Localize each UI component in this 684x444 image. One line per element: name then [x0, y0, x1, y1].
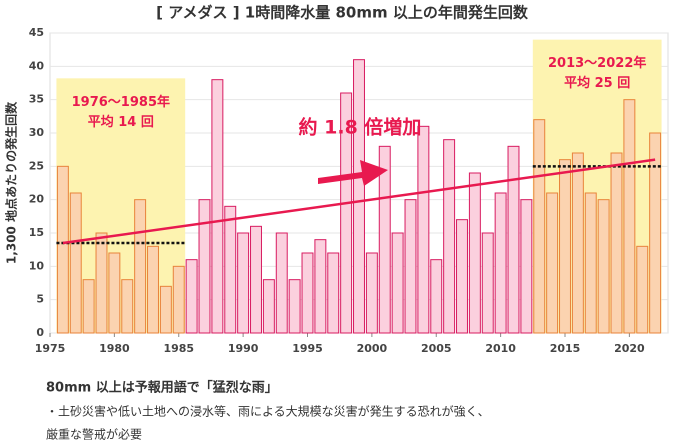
y-axis-label: 1,300 地点あたりの発生回数 — [4, 101, 19, 264]
bar — [82, 279, 95, 334]
arrow — [318, 160, 388, 186]
bar — [533, 119, 546, 334]
bar — [571, 152, 584, 334]
y-tick-label: 10 — [29, 259, 45, 272]
y-tick-label: 25 — [29, 159, 44, 172]
bar — [198, 199, 211, 334]
bar — [69, 192, 82, 334]
bar — [224, 205, 237, 334]
bar — [185, 259, 198, 334]
bar — [211, 79, 224, 334]
y-tick-label: 20 — [29, 193, 45, 206]
x-tick-label: 1990 — [228, 342, 259, 355]
bar — [275, 232, 288, 334]
x-tick-label: 1995 — [292, 342, 323, 355]
bar — [610, 152, 623, 334]
bar — [56, 165, 69, 334]
bar — [430, 259, 443, 334]
bar — [636, 245, 649, 334]
bar — [288, 279, 301, 334]
y-tick-label: 40 — [29, 59, 45, 72]
y-tick-label: 5 — [36, 293, 44, 306]
x-tick-label: 2020 — [614, 342, 645, 355]
x-tick-label: 2000 — [357, 342, 388, 355]
bar — [121, 279, 134, 334]
bar — [417, 125, 430, 334]
bar — [559, 159, 571, 334]
x-tick-label: 1985 — [163, 342, 194, 355]
note: 80mm 以上は予報用語で「猛烈な雨」 — [46, 380, 278, 396]
annotation: 約 1.8 倍増加 — [299, 116, 422, 139]
x-tick-label: 2015 — [550, 342, 581, 355]
x-tick-label: 2005 — [421, 342, 452, 355]
region-label: 1976〜1985年 — [72, 94, 170, 110]
bar — [597, 199, 610, 334]
bar — [365, 252, 378, 334]
bar — [172, 265, 185, 334]
bar — [250, 225, 262, 334]
bar — [520, 199, 533, 334]
bar — [147, 245, 159, 334]
bar — [353, 59, 365, 334]
region-label: 2013〜2022年 — [548, 55, 646, 71]
bar — [237, 232, 250, 334]
bar — [481, 232, 494, 334]
bar — [134, 199, 147, 334]
x-tick-label: 1975 — [35, 342, 66, 355]
bar — [623, 99, 636, 334]
x-tick-label: 2010 — [485, 342, 516, 355]
y-tick-label: 45 — [29, 26, 44, 39]
bar — [456, 219, 468, 334]
bar — [314, 239, 327, 334]
y-tick-label: 30 — [29, 126, 45, 139]
bar — [159, 285, 172, 334]
bar — [378, 145, 391, 334]
bar — [468, 172, 481, 334]
y-tick-label: 35 — [29, 93, 44, 106]
region-label: 平均 25 回 — [564, 75, 630, 91]
note: 厳重な警戒が必要 — [46, 427, 142, 442]
bar — [507, 145, 520, 334]
trend-line — [62, 158, 656, 245]
bar — [649, 132, 662, 334]
x-tick-label: 1980 — [99, 342, 130, 355]
bar — [108, 252, 121, 334]
bar — [404, 199, 417, 334]
note: ・土砂災害や低い土地への浸水等、雨による大規模な災害が発生する恐れが強く、 — [46, 404, 490, 419]
region-label: 平均 14 回 — [88, 114, 154, 130]
y-tick-label: 15 — [29, 226, 44, 239]
y-tick-label: 0 — [36, 326, 44, 339]
bar — [391, 232, 404, 334]
bar — [340, 92, 353, 334]
bar — [262, 279, 275, 334]
plot-area: 0 5 10 15 20 25 30 35 40 45 1975 1980 1985 1990 1995 20… — [29, 26, 669, 355]
bar — [95, 232, 108, 334]
bar — [584, 192, 597, 334]
chart-title: [ アメダス ] 1時間降水量 80mm 以上の年間発生回数 — [156, 4, 529, 22]
bar — [443, 139, 456, 334]
bar — [494, 192, 507, 334]
bar — [546, 192, 559, 334]
bar — [301, 252, 314, 334]
bar — [327, 252, 340, 334]
